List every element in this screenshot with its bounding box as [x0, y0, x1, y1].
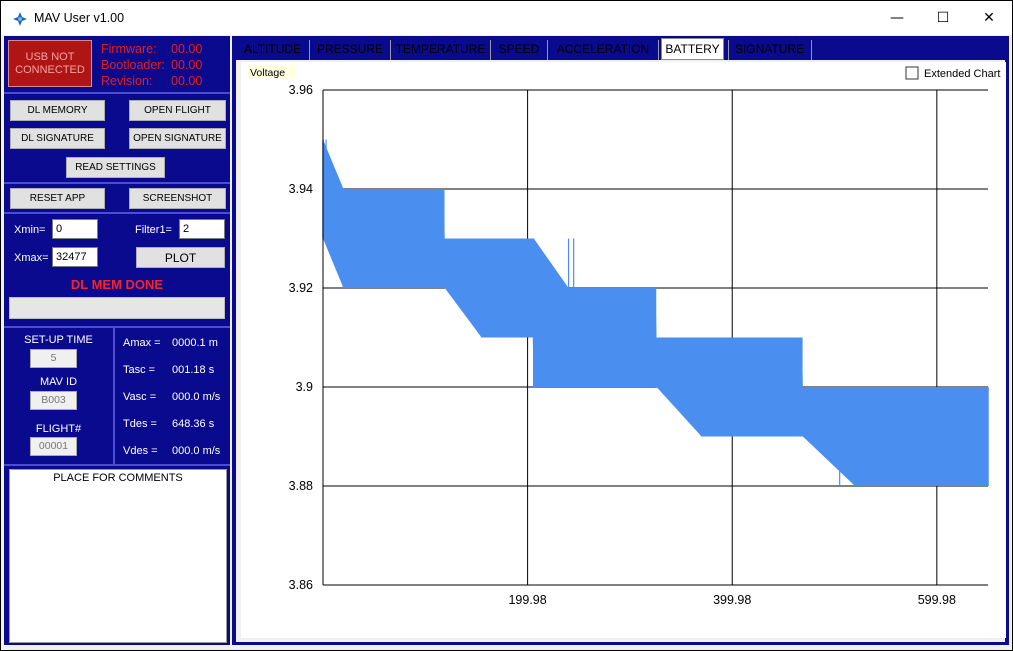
drone-icon	[13, 12, 27, 26]
tasc-value: 001.18 s	[172, 364, 215, 376]
tab-speed[interactable]: SPEED	[498, 42, 540, 56]
bootloader-label: Bootloader:	[101, 58, 165, 72]
tab-separator	[490, 40, 491, 60]
x-tick-label: 399.98	[713, 593, 751, 607]
tab-pressure[interactable]: PRESSURE	[316, 42, 384, 56]
tab-separator	[390, 40, 391, 60]
divider	[4, 182, 230, 184]
y-tick-label: 3.94	[289, 182, 313, 196]
revision-label: Revision:	[101, 74, 153, 88]
tab-content: Voltage Extended Chart 3.86 3.88 3.9 3.92 3.…	[236, 60, 1006, 642]
tab-separator	[728, 40, 729, 60]
bootloader-value: 00.00	[171, 58, 203, 72]
open-signature-button[interactable]: OPEN SIGNATURE	[129, 128, 226, 149]
battery-chart: Voltage Extended Chart 3.86 3.88 3.9 3.92 3.…	[241, 62, 1006, 638]
vasc-label: Vasc =	[123, 391, 157, 403]
tab-separator	[309, 40, 310, 60]
setup-time-field[interactable]: 5	[30, 349, 77, 368]
tab-temperature[interactable]: TEMPERATURE	[395, 42, 486, 56]
y-tick-label: 3.86	[289, 578, 313, 592]
y-tick-label: 3.9	[296, 380, 313, 394]
window-title: MAV User v1.00	[34, 11, 125, 25]
setup-time-label: SET-UP TIME	[24, 334, 93, 346]
flight-number-label: FLIGHT#	[35, 423, 82, 435]
reset-app-button[interactable]: RESET APP	[10, 188, 105, 209]
tab-separator	[547, 40, 548, 60]
x-tick-label: 199.98	[508, 593, 546, 607]
right-panel: ALTITUDE PRESSURE TEMPERATURE SPEED ACCE…	[232, 36, 1009, 645]
dl-memory-button[interactable]: DL MEMORY	[10, 100, 105, 121]
plot-button[interactable]: PLOT	[136, 247, 225, 268]
amax-value: 0000.1 m	[172, 337, 218, 349]
filter1-label: Filter1=	[135, 224, 172, 236]
close-button[interactable]: ✕	[983, 10, 995, 26]
tab-separator	[811, 40, 812, 60]
divider	[4, 92, 230, 94]
amax-label: Amax =	[123, 337, 161, 349]
divider	[4, 464, 230, 466]
vdes-value: 000.0 m/s	[172, 445, 221, 457]
tab-acceleration[interactable]: ACCELERATION	[556, 42, 650, 56]
series-label: Voltage	[250, 67, 285, 79]
title-bar[interactable]: MAV User v1.00 — ☐ ✕	[1, 1, 1012, 35]
comments-textarea[interactable]: PLACE FOR COMMENTS	[9, 469, 227, 643]
xmin-label: Xmin=	[14, 224, 46, 236]
read-settings-button[interactable]: READ SETTINGS	[66, 157, 165, 178]
flight-number-field[interactable]: 00001	[30, 437, 77, 456]
divider	[4, 212, 230, 214]
xmax-label: Xmax=	[14, 252, 49, 264]
firmware-label: Firmware:	[101, 42, 157, 56]
xmax-input[interactable]	[52, 247, 98, 267]
tdes-label: Tdes =	[123, 418, 157, 430]
progress-bar	[9, 297, 225, 319]
x-tick-label: 599.98	[918, 593, 956, 607]
y-tick-label: 3.96	[289, 83, 313, 97]
xmin-input[interactable]	[52, 219, 98, 239]
firmware-value: 00.00	[171, 42, 203, 56]
status-text: DL MEM DONE	[70, 277, 164, 292]
minimize-button[interactable]: —	[890, 10, 904, 26]
open-flight-button[interactable]: OPEN FLIGHT	[129, 100, 226, 121]
extended-chart-checkbox[interactable]	[905, 66, 919, 80]
chart-canvas: Voltage Extended Chart 3.86 3.88 3.9 3.92 3.…	[248, 65, 1000, 607]
vasc-value: 000.0 m/s	[172, 391, 221, 403]
left-panel: USB NOT CONNECTED Firmware: 00.00 Bootlo…	[4, 36, 230, 645]
divider	[4, 326, 230, 328]
series-label-box	[248, 65, 295, 79]
tab-separator	[658, 40, 659, 60]
y-tick-label: 3.88	[289, 479, 313, 493]
tab-altitude[interactable]: ALTITUDE	[243, 42, 302, 56]
extended-chart-label[interactable]: Extended Chart	[924, 68, 1000, 80]
mav-id-label: MAV ID	[39, 376, 78, 388]
divider	[113, 328, 115, 464]
usb-status-indicator: USB NOT CONNECTED	[8, 40, 92, 87]
maximize-button[interactable]: ☐	[936, 10, 950, 26]
y-tick-label: 3.92	[289, 281, 313, 295]
tab-signature[interactable]: SIGNATURE	[734, 42, 805, 56]
vdes-label: Vdes =	[123, 445, 158, 457]
tasc-label: Tasc =	[123, 364, 156, 376]
dl-signature-button[interactable]: DL SIGNATURE	[10, 128, 105, 149]
mav-id-field[interactable]: B003	[30, 391, 77, 410]
comments-placeholder: PLACE FOR COMMENTS	[53, 472, 183, 484]
filter1-input[interactable]	[179, 219, 225, 239]
tab-battery[interactable]: BATTERY	[661, 38, 724, 60]
revision-value: 00.00	[171, 74, 203, 88]
tdes-value: 648.36 s	[172, 418, 215, 430]
screenshot-button[interactable]: SCREENSHOT	[129, 188, 226, 209]
